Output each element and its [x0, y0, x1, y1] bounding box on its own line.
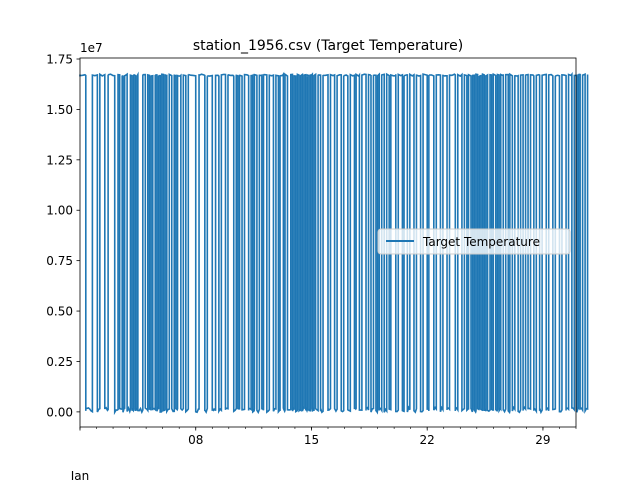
legend-box — [377, 228, 571, 255]
x-tick-label: 15 — [304, 433, 319, 447]
y-tick-label: 0.00 — [46, 405, 73, 419]
y-axis: 0.00 0.25 0.50 0.75 1.00 1.25 1.50 1.75 — [46, 53, 80, 419]
x-tick-label: 08 — [188, 433, 203, 447]
x-tick-label: 29 — [535, 433, 550, 447]
x-axis-month-label: Jan — [70, 469, 90, 480]
x-tick-label: 22 — [420, 433, 435, 447]
y-axis-offset-label: 1e7 — [80, 41, 103, 55]
legend: Target Temperature — [377, 228, 571, 255]
y-tick-label: 0.50 — [46, 305, 73, 319]
y-tick-label: 1.75 — [46, 53, 73, 67]
y-tick-label: 1.00 — [46, 204, 73, 218]
chart-title: station_1956.csv (Target Temperature) — [193, 38, 463, 54]
y-tick-label: 1.50 — [46, 103, 73, 117]
legend-label-target-temperature: Target Temperature — [422, 235, 540, 249]
y-tick-label: 0.25 — [46, 355, 73, 369]
y-tick-label: 1.25 — [46, 153, 73, 167]
series-line-target-temperature — [79, 71, 589, 416]
x-axis: 08 15 22 29 — [79, 427, 577, 447]
y-tick-label: 0.75 — [46, 254, 73, 268]
